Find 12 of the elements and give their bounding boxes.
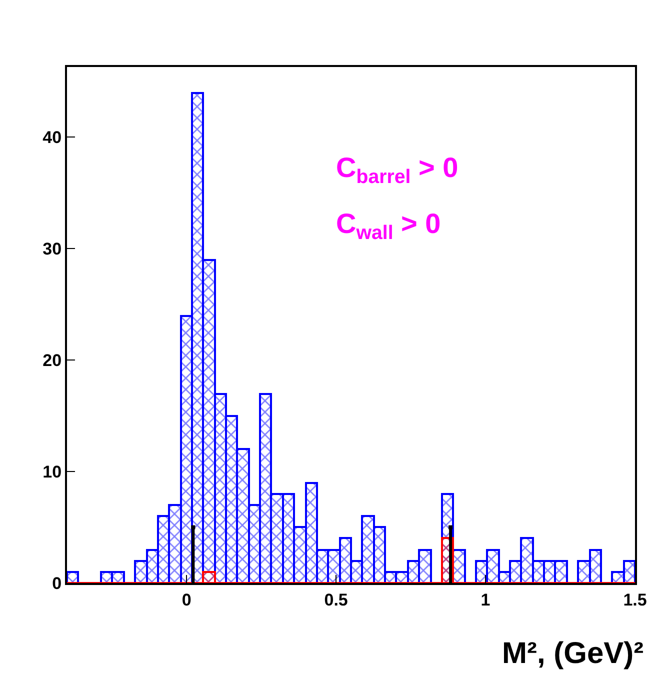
y-tick-label: 0 bbox=[52, 574, 62, 593]
y-tick-label: 10 bbox=[42, 462, 62, 482]
x-tick-label: 1 bbox=[480, 590, 490, 610]
y-tick-label: 30 bbox=[42, 240, 62, 259]
x-tick-label: 0 bbox=[182, 590, 192, 610]
y-tick-label: 40 bbox=[42, 128, 62, 148]
x-axis-title: M², (GeV)² bbox=[502, 637, 644, 670]
annotation: C$_{barrel}$ > 0 bbox=[336, 152, 458, 188]
y-tick-label: 20 bbox=[42, 351, 62, 370]
x-tick-label: 0.5 bbox=[324, 590, 348, 610]
annotation: C$_{wall}$ > 0 bbox=[336, 208, 441, 244]
x-tick-label: 1.5 bbox=[623, 590, 647, 610]
